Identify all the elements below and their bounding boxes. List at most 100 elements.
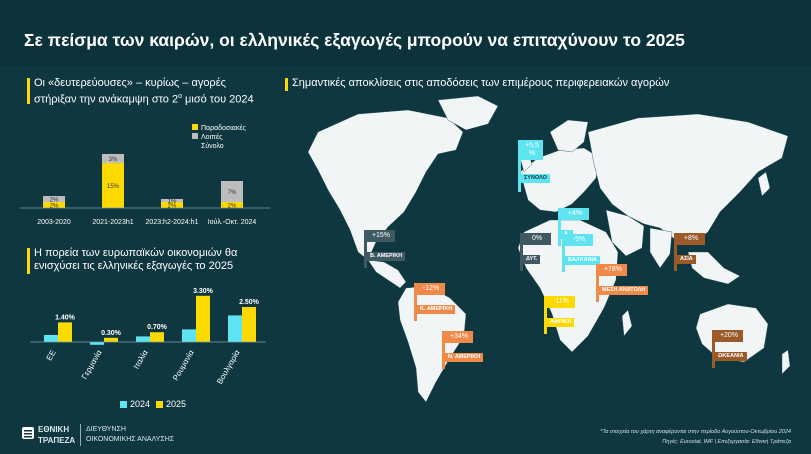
legend-swatch-2024 (120, 401, 127, 408)
section1-line2a: στήριξαν την ανάκαμψη στο 2 (34, 93, 179, 106)
chart1-bar-0-0 (43, 202, 65, 208)
section1-line2: στήριξαν την ανάκαμψη στο 2ο μισό του 20… (34, 90, 274, 107)
map-marker-pole (712, 330, 715, 368)
map-marker-pole (544, 296, 547, 334)
legend-2025-label: 2025 (166, 399, 187, 409)
map-asia (587, 113, 789, 245)
map-marker-label: Ν. ΑΜΕΡΙΚΗ (445, 353, 484, 362)
world-map (307, 95, 791, 403)
dept-name-1: ΔΙΕΥΘΥΝΣΗ (86, 426, 126, 433)
chart2-bar-1-2 (150, 332, 164, 342)
chart2-bar-0-4 (228, 315, 242, 342)
chart2-legend-2024: 2024 (120, 399, 150, 409)
section1-line2b: μισό του 2024 (182, 93, 254, 106)
section3-text: Σημαντικές αποκλίσεις στις αποδόσεις των… (292, 77, 670, 89)
chart1-bar-1-1 (102, 154, 124, 163)
section1-line1: Οι «δευτερεύουσες» – κυρίως – αγορές (34, 77, 226, 89)
chart1-bar-0-2 (161, 202, 183, 208)
bank-name-2: ΤΡΑΠΕΖΑ (38, 436, 76, 445)
map-marker-pole (520, 233, 523, 271)
bank-logo (22, 426, 34, 439)
chart1-label-0-2: 2% (168, 204, 177, 210)
chart2-bar-1-1 (104, 337, 118, 342)
chart2-legend-2025: 2025 (156, 399, 186, 409)
map-marker-value: -12% (417, 283, 445, 295)
map-marker-value: 0% (523, 233, 551, 245)
chart2-cat-1: Γερμανία (80, 348, 104, 381)
legend-other: Λοιπές (201, 133, 223, 141)
map-se-asia (687, 251, 741, 285)
bank-logo-icon (22, 427, 34, 439)
chart1-legend: Παραδοσιακές Λοιπές Σύνολο (192, 124, 246, 150)
map-marker-value: +34% (445, 331, 473, 343)
section3-heading: Σημαντικές αποκλίσεις στις αποδόσεις των… (285, 77, 792, 91)
map-marker-pole (518, 140, 521, 192)
chart1-cat-3: Ιούλ.-Οκτ. 2024 (208, 218, 257, 226)
bank-name-1: ΕΘΝΙΚΗ (38, 425, 70, 434)
chart2-cat-0: ΕΕ (45, 349, 58, 363)
chart1-marks: 2%2%15%3%2%1%2%7% (43, 154, 243, 210)
map-marker-label: ΔΥΤ. (523, 255, 541, 264)
chart1-label-1-2: 1% (168, 199, 177, 205)
map-marker-value: +8% (677, 233, 705, 245)
chart1-label-0-0: 2% (50, 204, 59, 210)
chart1-cat-2: 2023:h2-2024:h1 (146, 219, 199, 226)
legend-traditional: Παραδοσιακές (201, 124, 246, 132)
legend-2024-label: 2024 (130, 399, 151, 409)
chart2-label-3: 3.30% (193, 288, 214, 295)
map-marker-value: +15% (367, 230, 395, 242)
chart1-label-0-1: 15% (107, 184, 120, 190)
section2-heading: Η πορεία των ευρωπαϊκών οικονομιών θα εν… (27, 247, 274, 274)
section2-line1: Η πορεία των ευρωπαϊκών οικονομιών θα (34, 247, 238, 259)
map-marker-label: ΩΚΕΑΝΙΑ (715, 352, 747, 361)
map-marker-label: Β. ΑΜΕΡΙΚΗ (367, 252, 406, 261)
chart1-label-1-1: 3% (109, 157, 118, 163)
map-japan (757, 171, 771, 197)
chart2-bar-1-0 (58, 322, 72, 342)
map-africa (517, 219, 619, 353)
chart-european-growth: 1.40% 0.30% 0.70% 3.30% 2.50% ΕΕ Γερμανία Ιτ… (30, 288, 266, 386)
map-scandinavia (549, 119, 589, 153)
map-marker-pole (442, 331, 445, 369)
map-marker-value: -5% (565, 234, 593, 246)
map-marker-value: +20% (715, 330, 743, 342)
chart1-cat-0: 2003-2020 (37, 219, 71, 226)
dept-name-2: ΟΙΚΟΝΟΜΙΚΗΣ ΑΝΑΛΥΣΗΣ (86, 436, 175, 443)
map-marker-pole (596, 264, 599, 302)
section2-line2: ενισχύσει τις ελληνικές εξαγωγές το 2025 (34, 260, 234, 272)
chart1-label-1-0: 2% (50, 198, 59, 204)
map-marker-label: ΒΑΛΚΑΝΙΑ (565, 256, 601, 265)
chart2-bar-0-2 (136, 336, 150, 342)
chart2-bar-1-3 (196, 295, 210, 342)
chart1-cat-1: 2021-2023h1 (92, 219, 133, 226)
map-central-america (367, 259, 407, 289)
chart2-label-4: 2.50% (239, 299, 260, 306)
map-india (649, 227, 673, 269)
legend-swatch-traditional (192, 124, 198, 130)
chart2-label-1: 0.30% (101, 330, 122, 337)
chart1-label-0-3: 2% (228, 204, 237, 210)
chart1-bar-1-2 (161, 199, 183, 202)
chart2-cat-4: Βουλγαρία (215, 348, 242, 386)
section1-heading: Οι «δευτερεύουσες» – κυρίως – αγορές στή… (27, 77, 274, 107)
chart2-label-0: 1.40% (55, 314, 76, 321)
map-marker-label: ΑΣΙΑ (677, 255, 696, 264)
page-title: Σε πείσμα των καιρών, οι ελληνικές εξαγω… (24, 30, 685, 50)
chart1-label-1-3: 7% (228, 190, 237, 196)
map-marker-label: Κ. ΑΜΕΡΙΚΗ (417, 305, 456, 314)
map-marker-label: ΑΦΡΙΚΗ (547, 318, 575, 327)
footer-divider (80, 424, 81, 446)
world-map-land (307, 95, 791, 403)
map-south-america (397, 285, 467, 403)
map-marker-pole (558, 208, 561, 246)
chart2-bar-1-4 (242, 307, 256, 342)
map-madagascar (621, 309, 633, 337)
map-marker-value: +78% (599, 264, 627, 276)
chart2-bar-0-1 (90, 342, 104, 345)
chart2-cat-3: Ρουμανία (171, 348, 196, 382)
legend-swatch-2025 (156, 401, 163, 408)
chart2-bar-0-3 (182, 329, 196, 342)
map-greenland (437, 95, 499, 131)
map-middle-east (605, 209, 645, 257)
map-marker-label: ΣΥΝΟΛΟ (521, 174, 550, 183)
